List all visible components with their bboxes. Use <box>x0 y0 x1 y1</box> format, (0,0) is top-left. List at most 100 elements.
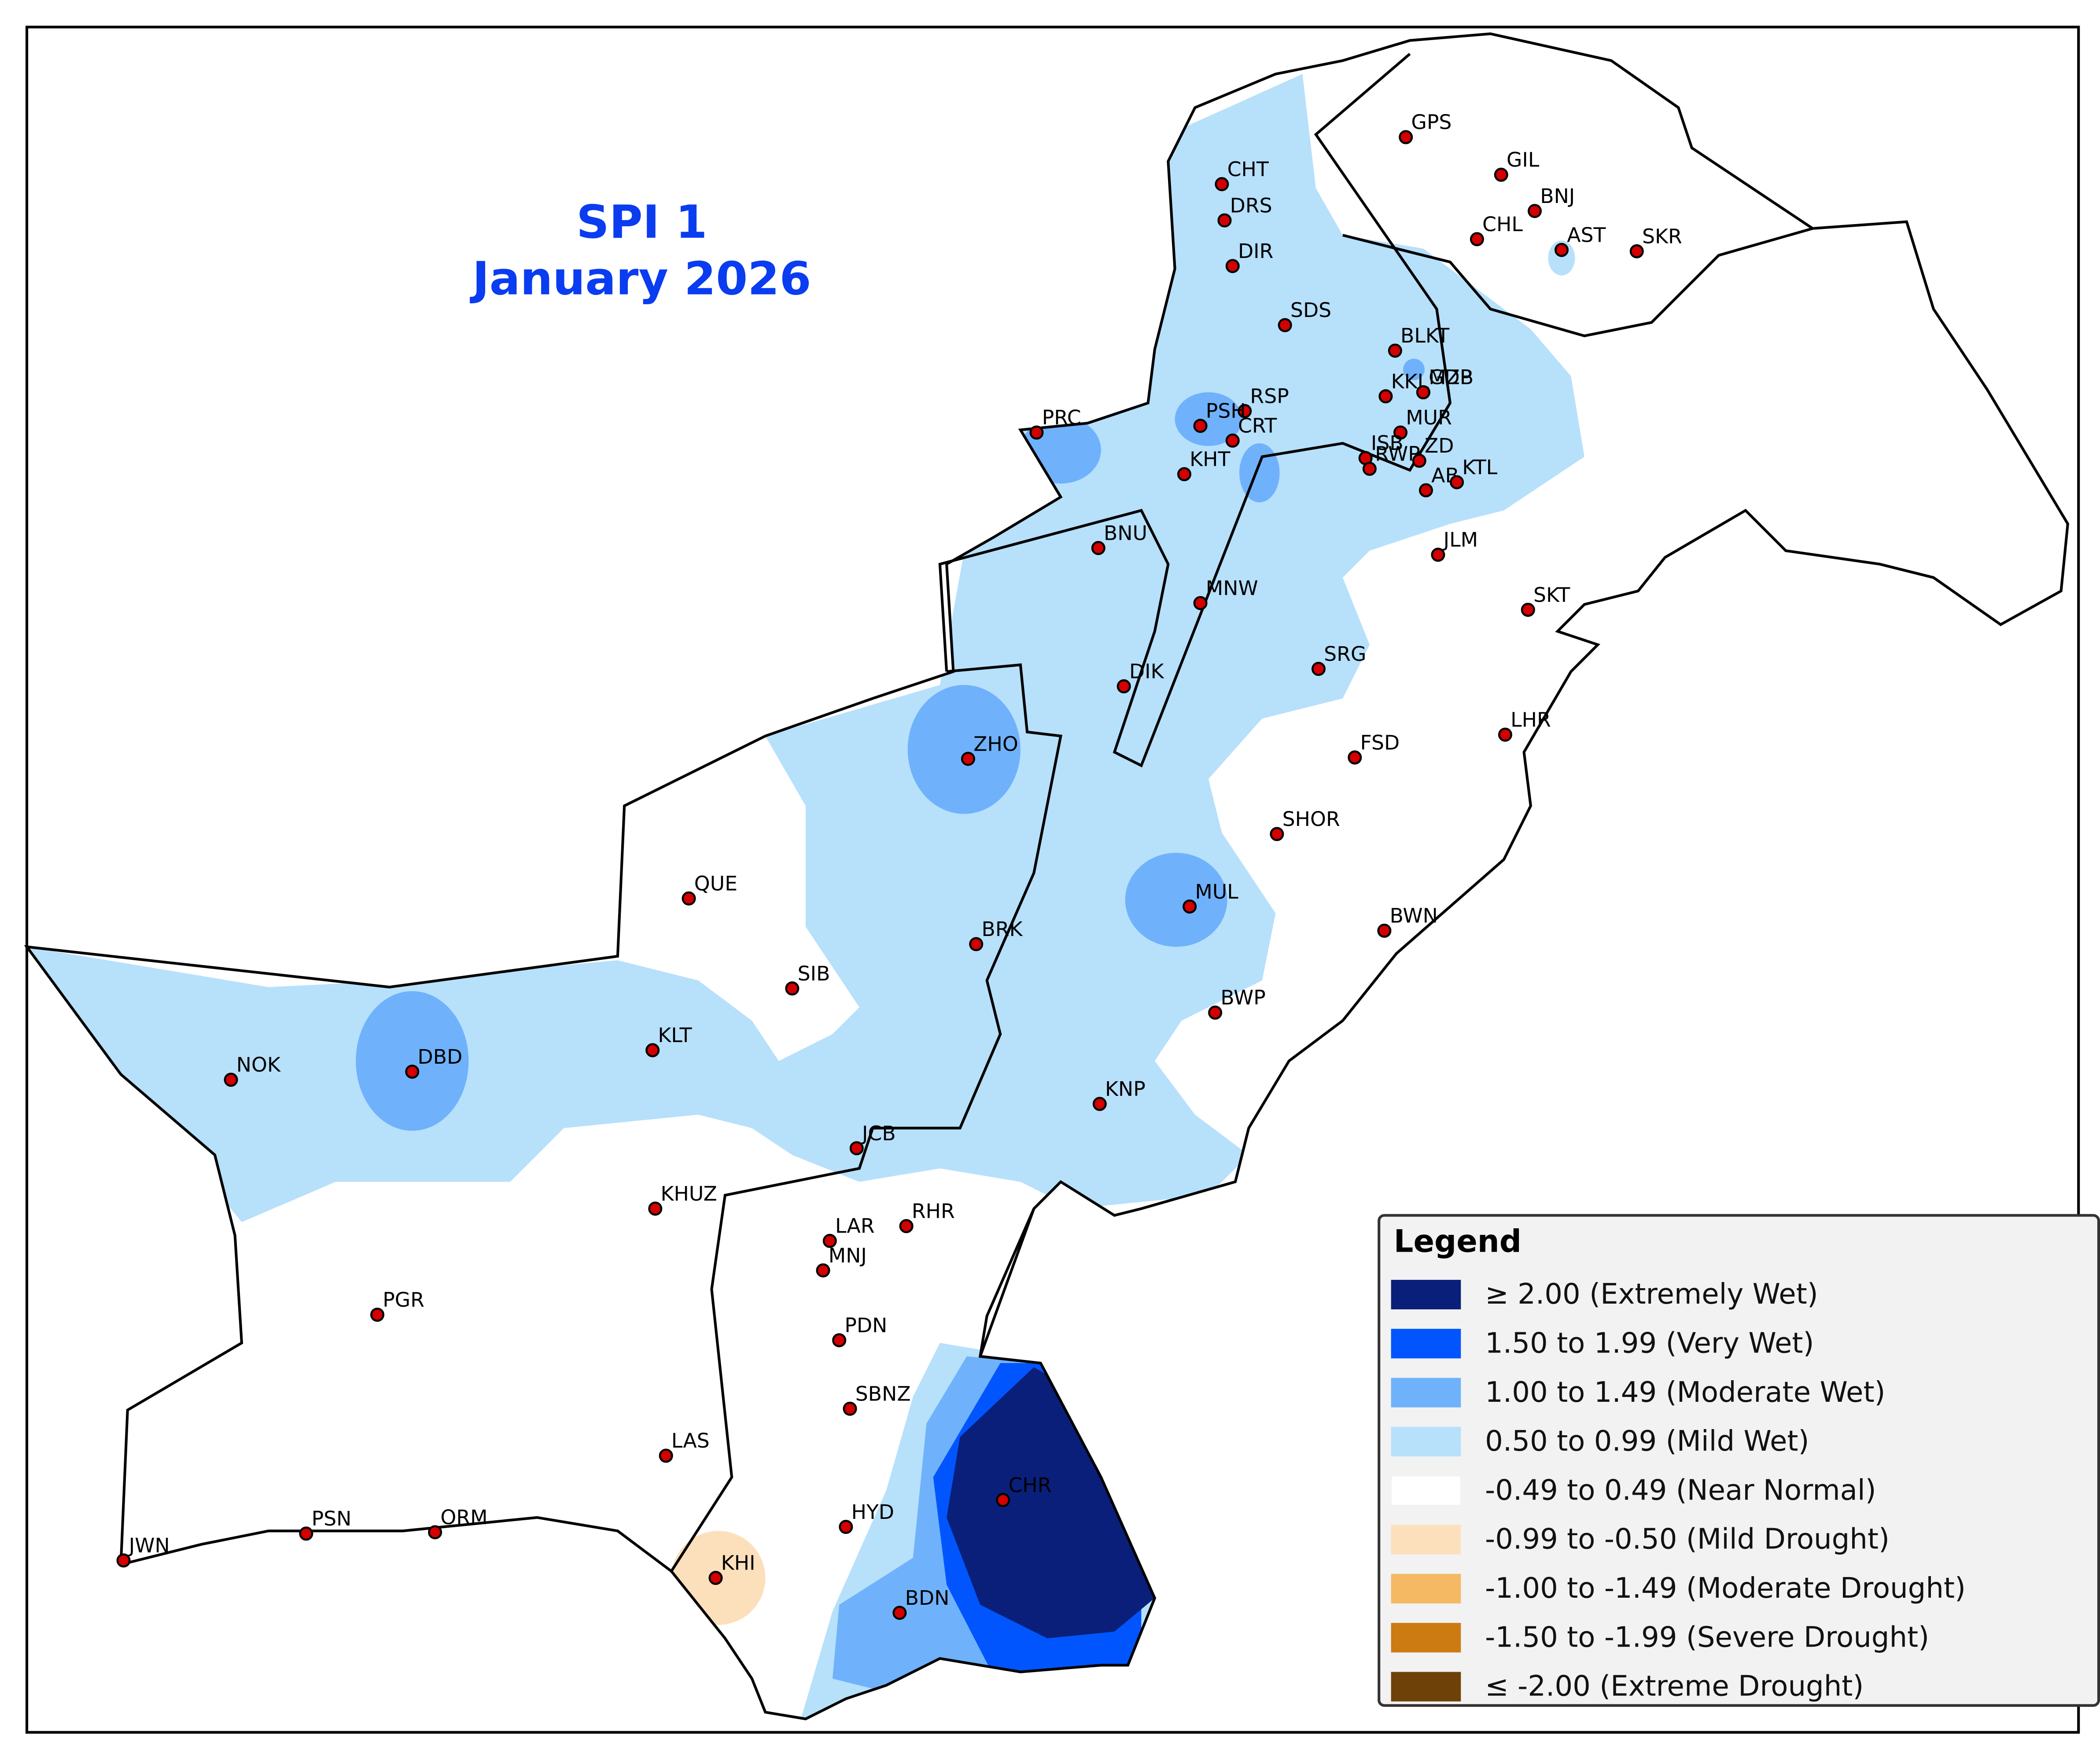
moderate-wet-area <box>1175 392 1242 446</box>
station-marker <box>1399 130 1413 144</box>
station-marker <box>1208 1006 1223 1020</box>
map-title: SPI 1 <box>576 196 707 249</box>
legend-box <box>1378 1214 2100 1707</box>
station-label: PDN <box>844 1314 887 1337</box>
station-label: BRK <box>981 918 1023 941</box>
station-label: RSP <box>1250 384 1289 408</box>
legend-label: ≤ -2.00 (Extreme Drought) <box>1485 1670 1864 1703</box>
station-marker <box>1238 404 1252 418</box>
station-marker <box>1416 385 1430 400</box>
station-label: CHR <box>1008 1474 1051 1497</box>
station-marker <box>1629 244 1644 258</box>
station-label: BNU <box>1104 521 1147 545</box>
station-marker <box>1217 213 1232 228</box>
boundaries <box>27 34 2068 1719</box>
legend-label: 0.50 to 0.99 (Mild Wet) <box>1485 1425 1809 1458</box>
station-label: GPS <box>1411 111 1452 134</box>
station-label: PRC <box>1042 406 1081 429</box>
station-marker <box>1521 603 1535 617</box>
station-label: RWP <box>1375 442 1420 466</box>
station-marker <box>1193 596 1208 610</box>
station-label: BLKT <box>1400 324 1450 347</box>
legend-swatch <box>1391 1426 1461 1457</box>
map-subtitle: January 2026 <box>470 252 811 305</box>
station-label: MUR <box>1406 406 1452 429</box>
station-label: RHR <box>912 1200 955 1223</box>
station-label: SKR <box>1642 225 1682 248</box>
station-label: PSH <box>1206 399 1246 423</box>
legend-swatch <box>1391 1378 1461 1408</box>
station-label: HYD <box>851 1500 895 1524</box>
station-marker <box>843 1401 857 1416</box>
station-marker <box>428 1525 442 1540</box>
station-marker <box>822 1234 837 1248</box>
station-marker <box>1527 204 1542 218</box>
legend-swatch <box>1391 1525 1461 1555</box>
station-marker <box>1498 727 1512 742</box>
station-label: AST <box>1567 223 1606 247</box>
station-label: JCB <box>861 1122 896 1145</box>
moderate-wet-area <box>1403 358 1425 380</box>
station-label: SIB <box>798 962 830 985</box>
moderate-wet-area <box>1239 443 1280 503</box>
station-marker <box>1494 167 1508 182</box>
station-label: DBD <box>418 1045 463 1069</box>
station-label: SHOR <box>1282 807 1340 831</box>
station-label: ORM <box>440 1506 487 1529</box>
station-marker <box>299 1526 313 1541</box>
station-label: CHL <box>1482 213 1523 236</box>
station-marker <box>1215 177 1229 192</box>
legend-label: -0.99 to -0.50 (Mild Drought) <box>1485 1523 1890 1556</box>
moderate-wet-area <box>356 991 469 1131</box>
station-marker <box>1470 232 1484 247</box>
legend-swatch <box>1391 1573 1461 1603</box>
legend-label: -1.50 to -1.99 (Severe Drought) <box>1485 1621 1929 1654</box>
station-marker <box>969 937 984 951</box>
station-marker <box>1091 541 1105 555</box>
station-label: PGR <box>383 1288 424 1312</box>
station-marker <box>996 1493 1010 1507</box>
station-marker <box>892 1606 907 1620</box>
station-label: KHI <box>721 1551 755 1575</box>
station-label: KNP <box>1105 1077 1146 1101</box>
station-marker <box>1225 433 1240 448</box>
station-label: ZHO <box>973 732 1018 755</box>
province-boundary <box>938 53 1452 768</box>
station-label: DIR <box>1238 240 1273 263</box>
station-label: CHT <box>1227 158 1269 181</box>
station-label: GDP <box>1429 366 1472 389</box>
station-marker <box>708 1571 723 1585</box>
station-marker <box>849 1141 864 1156</box>
station-label: NOK <box>236 1053 281 1076</box>
station-marker <box>1377 923 1392 938</box>
station-marker <box>1378 389 1393 404</box>
station-label: KLT <box>658 1024 692 1047</box>
legend-swatch <box>1390 1475 1462 1506</box>
station-marker <box>1348 750 1362 765</box>
station-marker <box>785 981 799 996</box>
spi-fill <box>26 74 1584 1719</box>
station-label: GIL <box>1507 148 1540 172</box>
station-marker <box>116 1553 131 1568</box>
station-label: MNJ <box>829 1244 867 1267</box>
station-label: BNJ <box>1540 184 1575 208</box>
station-label: SDS <box>1290 298 1331 322</box>
station-label: LAS <box>671 1429 710 1452</box>
station-label: FSD <box>1360 731 1400 754</box>
station-label: DRS <box>1230 194 1272 217</box>
station-label: SRG <box>1324 642 1366 666</box>
station-label: SKT <box>1533 583 1570 607</box>
legend-swatch <box>1391 1279 1461 1310</box>
legend-swatch <box>1391 1672 1461 1702</box>
station-label: ISB <box>1371 431 1404 455</box>
station-marker <box>1431 548 1445 562</box>
legend-label: -0.49 to 0.49 (Near Normal) <box>1485 1474 1876 1507</box>
station-label: DIK <box>1129 660 1164 683</box>
province-boundary <box>670 663 1063 1572</box>
station-label: MNW <box>1206 577 1258 600</box>
extremely-wet-area <box>947 1367 1155 1639</box>
station-label: LHR <box>1511 708 1551 731</box>
